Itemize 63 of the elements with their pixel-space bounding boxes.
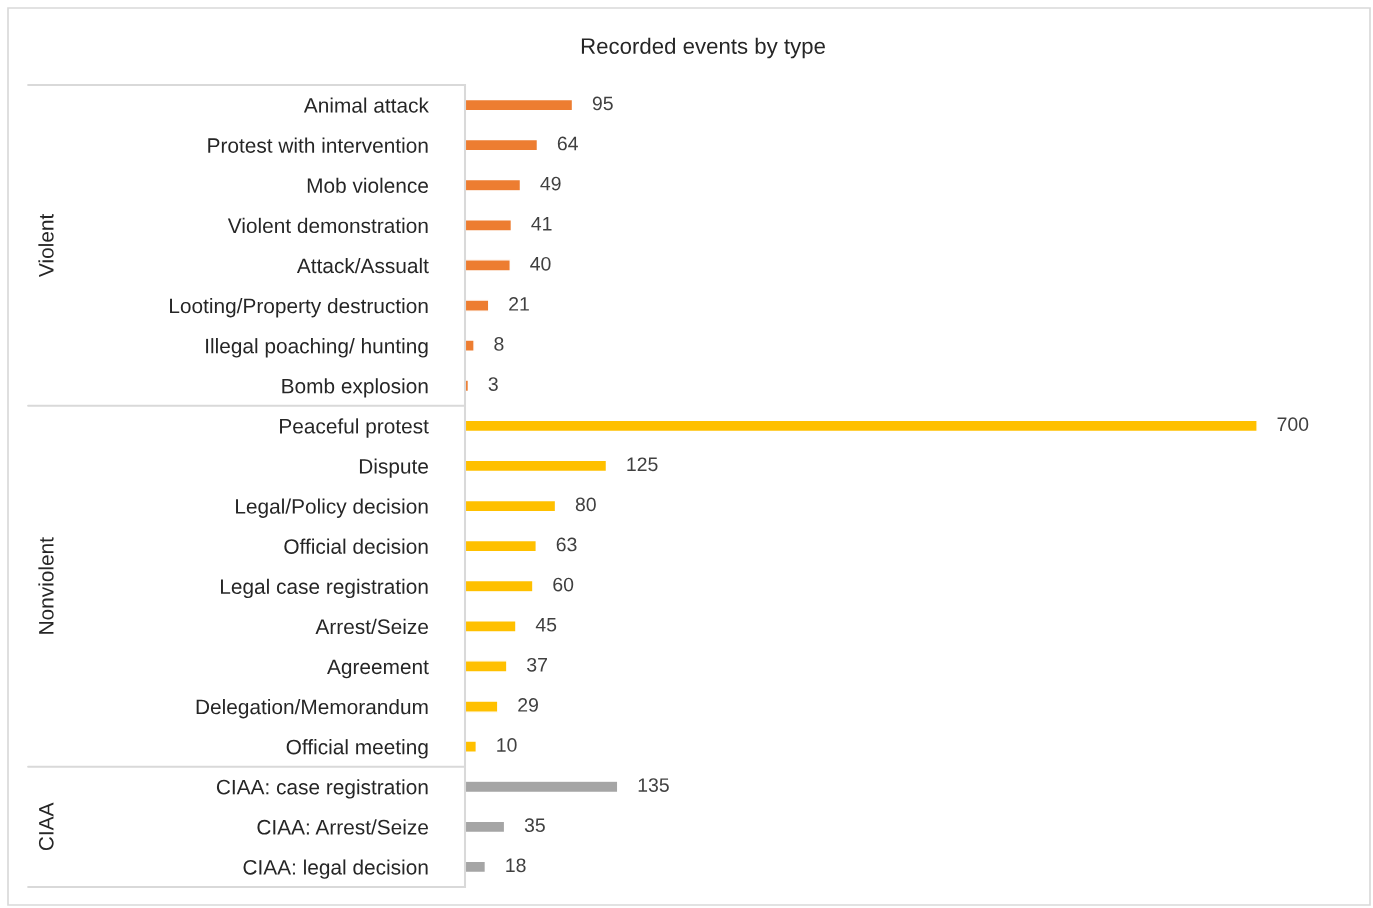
y-tick-label: Animal attack xyxy=(303,97,429,113)
data-label: 41 xyxy=(531,217,552,231)
chart-title: Recorded events by type xyxy=(581,37,825,59)
data-label: 49 xyxy=(540,176,561,191)
y-tick-label: Mob violence xyxy=(307,177,428,193)
bar xyxy=(465,98,574,112)
bar xyxy=(465,499,557,513)
data-label: 45 xyxy=(535,618,557,632)
y-tick-label: Illegal poaching/ hunting xyxy=(206,338,428,358)
bar xyxy=(465,700,499,713)
data-label: 700 xyxy=(1277,417,1309,432)
data-label: 18 xyxy=(506,858,526,873)
bar xyxy=(465,620,517,633)
bar xyxy=(465,780,619,794)
bar xyxy=(465,299,490,312)
data-label: 60 xyxy=(553,577,574,592)
data-label: 35 xyxy=(524,818,545,833)
y-tick-label: Legal case registration xyxy=(221,578,428,599)
bar xyxy=(465,459,608,473)
y-tick-label: Bomb explosion xyxy=(282,378,428,398)
bar xyxy=(465,860,487,874)
data-label: 29 xyxy=(518,698,538,712)
bar xyxy=(465,740,478,753)
bar xyxy=(465,579,534,593)
data-label: 10 xyxy=(497,738,517,752)
data-label: 21 xyxy=(509,297,529,311)
y-tick-label: Peaceful protest xyxy=(280,418,429,438)
bar xyxy=(465,660,508,673)
y-tick-label: Looting/Property destruction xyxy=(170,298,428,318)
bar xyxy=(465,259,511,272)
bar xyxy=(465,339,475,352)
text: CIAA xyxy=(38,802,54,851)
data-label: 37 xyxy=(527,657,547,672)
text: Violent xyxy=(38,213,54,277)
bar xyxy=(465,820,506,834)
data-label: 64 xyxy=(557,136,578,151)
bar xyxy=(465,419,1258,433)
bar xyxy=(465,219,513,232)
y-tick-label: CIAA: case registration xyxy=(216,779,428,799)
text: Nonviolent xyxy=(38,537,54,634)
data-label: 40 xyxy=(530,256,551,271)
data-label: 125 xyxy=(627,457,658,472)
data-label: 8 xyxy=(494,337,504,351)
y-tick-label: Official decision xyxy=(284,538,428,554)
data-label: 80 xyxy=(575,497,596,512)
data-label: 63 xyxy=(556,537,577,552)
y-tick-label: Violent demonstration xyxy=(227,217,428,234)
data-label: 95 xyxy=(592,96,613,111)
y-tick-label: Delegation/Memorandum xyxy=(196,699,428,719)
data-label: 135 xyxy=(638,778,669,792)
y-tick-label: Protest with intervention xyxy=(208,137,428,153)
y-tick-label: Dispute xyxy=(359,458,428,478)
y-tick-label: CIAA: legal decision xyxy=(243,859,428,879)
bar xyxy=(465,539,537,553)
y-tick-label: Agreement xyxy=(327,659,429,679)
bar xyxy=(465,178,522,192)
y-tick-label: Legal/Policy decision xyxy=(236,498,428,518)
y-tick-label: Official meeting xyxy=(286,739,428,759)
y-tick-label: Attack/Assualt xyxy=(296,257,429,274)
y-tick-label: CIAA: Arrest/Seize xyxy=(257,819,428,835)
data-label: 3 xyxy=(488,377,498,391)
y-tick-label: Arrest/Seize xyxy=(315,618,428,635)
bar xyxy=(465,138,539,152)
